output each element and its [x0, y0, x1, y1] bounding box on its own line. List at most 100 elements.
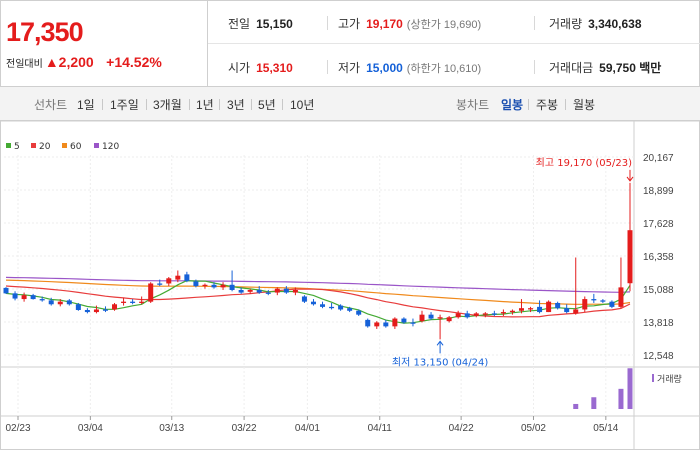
candle: [582, 296, 588, 313]
candle: [148, 282, 154, 303]
candle: [546, 300, 552, 313]
volume-bar: [573, 403, 579, 409]
candle: [121, 297, 127, 306]
x-tick-label: 05/02: [521, 423, 546, 434]
change-percent: +14.52%: [106, 54, 162, 70]
candle: [75, 302, 81, 311]
volume-label: 거래량: [657, 373, 682, 385]
low-annotation: 최저 13,150 (04/24): [392, 356, 488, 368]
candle: [627, 182, 633, 292]
low-value: 15,000: [366, 61, 403, 75]
candle: [374, 321, 380, 329]
candle: [491, 310, 497, 316]
x-tick-label: 04/01: [295, 423, 320, 434]
legend-ma5: 5: [14, 142, 20, 152]
x-tick-label: 03/13: [159, 423, 184, 434]
high-annotation: 최고 19,170 (05/23): [536, 157, 632, 169]
x-tick-label: 02/23: [5, 423, 30, 434]
turnover-info: 거래대금 59,750 백만: [549, 59, 661, 76]
upper-limit: (상한가 19,690): [406, 19, 482, 31]
candle: [573, 257, 579, 315]
candle: [202, 283, 208, 289]
candle: [528, 306, 534, 313]
candle: [211, 282, 217, 289]
candle: [112, 302, 118, 311]
candle: [184, 271, 190, 283]
price-box: 17,350 전일대비 ▲2,200 +14.52%: [0, 0, 208, 87]
prev-close: 전일 15,150: [228, 15, 293, 32]
candle: [555, 301, 561, 310]
candle: [57, 299, 63, 307]
legend-ma20: 20: [39, 142, 51, 152]
period-1d[interactable]: 1일: [77, 98, 95, 112]
candle: [157, 279, 163, 287]
y-tick-label: 15,088: [643, 285, 674, 296]
candle: [356, 309, 362, 316]
candle-daily[interactable]: 일봉: [501, 98, 524, 112]
line-chart-label: 선차트: [34, 98, 68, 112]
low-label: 저가: [338, 61, 361, 75]
candle: [39, 296, 45, 302]
legend-ma60: 60: [70, 142, 82, 152]
period-1y[interactable]: 1년: [196, 98, 214, 112]
legend-ma120: 120: [102, 142, 119, 152]
candle: [102, 306, 108, 313]
volume-bar: [627, 368, 633, 409]
candle: [130, 299, 136, 305]
period-3y[interactable]: 3년: [227, 98, 245, 112]
candle: [609, 300, 615, 309]
volume-bar: [591, 397, 597, 409]
x-tick-label: 03/04: [78, 423, 103, 434]
candle: [238, 287, 244, 294]
candle: [256, 286, 262, 294]
candle: [446, 315, 452, 323]
period-1w[interactable]: 1주일: [110, 98, 139, 112]
candle: [229, 270, 235, 292]
candle: [247, 288, 253, 294]
prev-close-value: 15,150: [256, 17, 293, 31]
high-price: 고가 19,170 (상한가 19,690): [338, 15, 481, 32]
open-price: 시가 15,310: [228, 59, 293, 76]
candle: [537, 300, 543, 314]
candle: [365, 318, 371, 328]
candle: [220, 282, 226, 290]
chart-toolbar: 선차트 1일 1주일 3개월 1년 3년 5년 10년 봉차트 일봉 주봉 월봉: [0, 87, 700, 121]
period-3m[interactable]: 3개월: [153, 98, 182, 112]
candle: [21, 292, 27, 302]
period-10y[interactable]: 10년: [290, 98, 315, 112]
change-label: 전일대비: [6, 59, 43, 70]
y-tick-label: 12,548: [643, 351, 674, 362]
period-5y[interactable]: 5년: [258, 98, 276, 112]
candle: [500, 309, 506, 316]
x-tick-label: 04/11: [368, 423, 393, 434]
candle: [392, 317, 398, 329]
x-tick-label: 03/22: [232, 423, 257, 434]
candle: [320, 301, 326, 309]
candle-weekly[interactable]: 주봉: [536, 98, 559, 112]
turnover-value: 59,750 백만: [599, 61, 662, 75]
y-tick-label: 16,358: [643, 252, 674, 263]
candle: [564, 304, 570, 314]
candle: [455, 310, 461, 319]
candle-chart-label: 봉차트: [456, 98, 490, 112]
candle: [401, 317, 407, 324]
chart-legend: 5 20 60 120: [6, 142, 119, 152]
candle: [30, 293, 36, 300]
ma20-line: [5, 285, 631, 318]
candle: [166, 276, 172, 287]
open-value: 15,310: [256, 61, 293, 75]
candle: [3, 287, 9, 294]
turnover-label: 거래대금: [549, 61, 594, 75]
candle: [283, 286, 289, 294]
candle: [591, 293, 597, 303]
candle: [12, 291, 18, 301]
candle-monthly[interactable]: 월봉: [573, 98, 596, 112]
volume-bar: [618, 388, 624, 409]
volume-value: 3,340,638: [588, 17, 642, 31]
candle: [428, 312, 434, 320]
candle: [265, 289, 271, 296]
candle: [383, 319, 389, 328]
candle: [66, 299, 72, 306]
candle: [175, 270, 181, 283]
volume-info: 거래량 3,340,638: [549, 15, 642, 32]
